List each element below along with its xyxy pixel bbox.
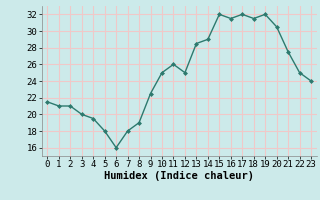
X-axis label: Humidex (Indice chaleur): Humidex (Indice chaleur) [104, 171, 254, 181]
